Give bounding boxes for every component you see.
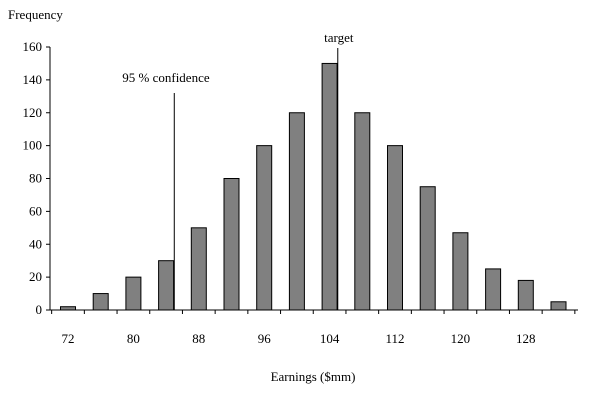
bar-132 (550, 301, 567, 311)
x-tick-label: 96 (258, 331, 272, 346)
x-tick-label: 72 (62, 331, 75, 346)
x-axis-label: Earnings ($mm) (271, 369, 356, 384)
x-tick-label: 80 (127, 331, 140, 346)
y-tick-label: 0 (36, 302, 43, 317)
y-tick-label: 160 (23, 39, 43, 54)
confidence-label: 95 % confidence (122, 70, 210, 85)
bar-128 (517, 279, 534, 311)
bar-124 (485, 268, 502, 311)
annotations: 95 % confidence target (122, 30, 354, 310)
bar-76 (92, 293, 109, 311)
bar-112 (387, 145, 403, 311)
bar-88 (190, 227, 207, 311)
bar-108 (354, 112, 371, 311)
x-tick-labels: 72 80 88 96 104 112 120 128 (62, 331, 536, 346)
x-tick-label: 128 (516, 331, 536, 346)
bar-116 (419, 186, 436, 311)
y-tick-label: 120 (23, 105, 43, 120)
bar-104 (321, 62, 338, 311)
y-tick-label: 40 (29, 236, 42, 251)
y-tick-labels: 0 20 40 60 80 100 120 140 160 (23, 39, 43, 317)
bar-96 (256, 145, 273, 311)
y-tick-label: 100 (23, 138, 43, 153)
y-tick-label: 80 (29, 171, 42, 186)
target-label: target (324, 30, 354, 45)
y-tick-label: 60 (29, 203, 42, 218)
x-tick-label: 112 (385, 331, 404, 346)
bar-84 (158, 260, 175, 311)
axes (46, 46, 578, 314)
x-tick-label: 120 (451, 331, 471, 346)
y-axis-label: Frequency (8, 7, 63, 22)
x-tick-label: 104 (320, 331, 340, 346)
bar-100 (288, 112, 305, 311)
bar-120 (452, 232, 469, 311)
x-tick-label: 88 (192, 331, 205, 346)
y-tick-label: 140 (23, 72, 43, 87)
bar-group (60, 62, 567, 311)
y-tick-label: 20 (29, 269, 42, 284)
bar-80 (125, 276, 142, 311)
bar-92 (223, 178, 240, 311)
